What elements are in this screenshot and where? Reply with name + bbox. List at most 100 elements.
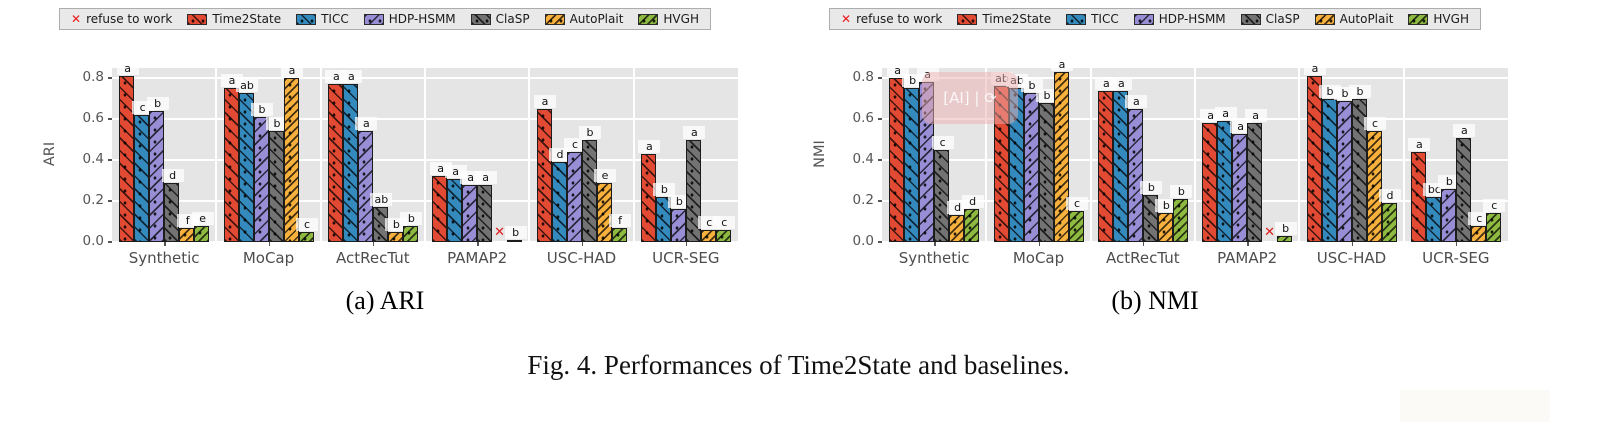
x-tick-mark — [477, 242, 479, 246]
bar-clasp-actrectut — [372, 207, 388, 242]
bar-hdp-hsmm-ucr-seg — [670, 209, 686, 242]
bar-clasp-synthetic — [164, 182, 180, 242]
bar-time2state-mocap — [223, 88, 239, 242]
bar-clasp-pamap2 — [1247, 123, 1263, 242]
significance-label: b — [653, 182, 676, 196]
bar-hvgh-usc-had — [1381, 203, 1397, 242]
gridline — [319, 68, 322, 242]
significance-label: d — [1379, 189, 1401, 203]
gridline — [1089, 68, 1092, 242]
legend-swatch-icon — [187, 13, 208, 25]
significance-label: b — [1140, 180, 1163, 194]
gridline — [1194, 68, 1196, 242]
significance-label: b — [1036, 88, 1058, 102]
significance-label: b — [504, 225, 527, 239]
ari-subcaption: (a) ARI — [345, 286, 425, 315]
bar-hvgh-actrectut — [402, 225, 418, 242]
x-tick-label: MoCap — [1012, 249, 1065, 267]
significance-label: b — [1438, 174, 1461, 188]
bar-clasp-ucr-seg — [685, 139, 701, 242]
legend-label: HVGH — [1433, 12, 1469, 26]
y-tick-label: 0.0 — [852, 233, 874, 249]
significance-label: a — [1304, 62, 1326, 76]
legend-label: HDP-HSMM — [388, 12, 456, 26]
faint-rectangle — [1400, 390, 1550, 422]
x-tick-mark — [1455, 242, 1458, 246]
bar-clasp-usc-had — [1351, 98, 1367, 242]
bar-hvgh-usc-had — [611, 227, 627, 242]
y-tick-mark — [108, 118, 112, 120]
bar-autoplait-actrectut — [387, 231, 403, 242]
significance-label: e — [594, 168, 616, 182]
x-tick-mark — [1038, 242, 1040, 246]
significance-label: d — [961, 195, 984, 209]
y-tick-mark — [878, 200, 882, 202]
bar-time2state-pamap2 — [1202, 123, 1218, 242]
legend-label: AutoPlait — [569, 12, 624, 26]
legend-item-autoplait: AutoPlait — [1314, 12, 1394, 26]
gridline — [112, 241, 738, 243]
significance-label: ab — [370, 193, 393, 207]
bar-autoplait-mocap — [283, 78, 299, 242]
legend-swatch-icon — [1133, 13, 1154, 25]
x-tick-label: ActRecTut — [1106, 249, 1180, 267]
x-tick-label: MoCap — [242, 249, 295, 267]
legend-item-clasp: ClaSP — [470, 12, 530, 26]
ari-legend: ✕ refuse to work Time2State TICC HDP-HSM… — [59, 8, 711, 30]
legend-item-refuse: ✕ refuse to work — [71, 12, 172, 26]
x-tick-label: UCR-SEG — [652, 249, 720, 267]
significance-label: b — [251, 103, 273, 117]
ari-chart: ✕ refuse to work Time2State TICC HDP-HSM… — [28, 8, 742, 316]
significance-label: a — [534, 94, 556, 108]
significance-label: b — [1349, 84, 1371, 98]
bar-autoplait-synthetic — [179, 227, 195, 242]
bar-time2state-synthetic — [889, 78, 905, 242]
legend-item-hvgh: HVGH — [1408, 12, 1469, 26]
bar-hvgh-actrectut — [1172, 199, 1188, 242]
significance-label: a — [1244, 109, 1267, 123]
bar-clasp-pamap2 — [477, 184, 493, 242]
bar-time2state-usc-had — [1306, 76, 1322, 242]
legend-swatch-icon — [470, 13, 491, 25]
bar-hdp-hsmm-actrectut — [1127, 108, 1143, 242]
bar-autoplait-usc-had — [1366, 131, 1382, 242]
bar-hdp-hsmm-pamap2 — [462, 184, 478, 242]
bar-hdp-hsmm-actrectut — [357, 131, 373, 242]
y-tick-label: 0.8 — [82, 69, 104, 86]
bar-clasp-mocap — [1038, 102, 1054, 242]
significance-label: b — [266, 117, 288, 131]
bar-ticc-actrectut — [1112, 90, 1128, 242]
significance-label: a — [281, 64, 303, 78]
y-tick-mark — [108, 159, 112, 161]
significance-label: b — [579, 125, 601, 139]
bar-time2state-ucr-seg — [640, 153, 656, 242]
y-tick-mark — [878, 77, 882, 79]
y-tick-mark — [878, 241, 882, 243]
significance-label: a — [886, 64, 909, 78]
significance-label: a — [1453, 123, 1476, 137]
bar-hvgh-pamap2 — [1277, 235, 1293, 242]
bar-clasp-usc-had — [581, 139, 597, 242]
bar-time2state-ucr-seg — [1410, 151, 1426, 242]
bar-autoplait-ucr-seg — [700, 229, 716, 242]
refuse-to-work-marker: ✕ — [1264, 225, 1276, 240]
bar-hvgh-ucr-seg — [1485, 213, 1501, 242]
significance-label: c — [564, 137, 586, 151]
legend-label: ClaSP — [1265, 12, 1300, 26]
gridline — [882, 241, 1508, 243]
bar-autoplait-usc-had — [596, 182, 612, 242]
y-axis-label: ARI — [42, 141, 58, 167]
significance-label: a — [1408, 137, 1431, 151]
y-tick-mark — [108, 77, 112, 79]
legend-label: AutoPlait — [1339, 12, 1394, 26]
x-tick-label: Synthetic — [128, 249, 200, 267]
bar-hvgh-pamap2 — [507, 239, 523, 242]
y-tick-mark — [878, 118, 882, 120]
legend-item-autoplait: AutoPlait — [544, 12, 624, 26]
gridline — [632, 68, 635, 242]
bar-ticc-usc-had — [1321, 98, 1337, 242]
significance-label: b — [1021, 78, 1043, 92]
legend-swatch-icon — [1314, 13, 1335, 25]
bar-ticc-ucr-seg — [655, 196, 671, 242]
significance-label: c — [296, 217, 318, 231]
